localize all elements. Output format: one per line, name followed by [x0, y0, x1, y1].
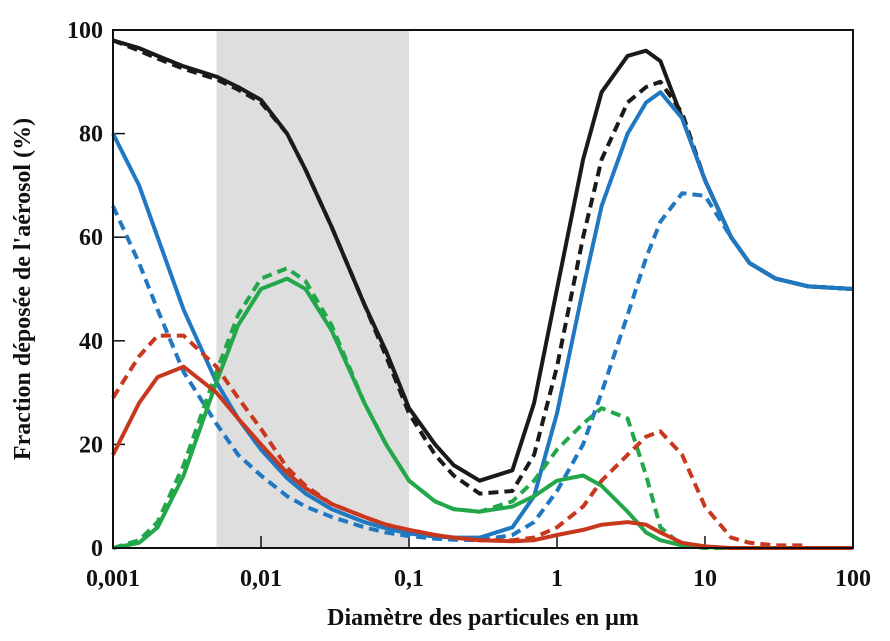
y-tick-label: 80 — [79, 122, 103, 148]
series-line — [111, 333, 809, 548]
plot-frame — [112, 29, 854, 549]
y-axis-title: Fraction déposée de l'aérosol (%) — [10, 118, 36, 460]
series-line — [111, 191, 854, 543]
y-tick-label: 60 — [79, 225, 103, 251]
y-tick-label: 0 — [91, 536, 103, 562]
x-tick-label: 10 — [693, 566, 717, 592]
x-axis-title: Diamètre des particules en μm — [327, 605, 639, 631]
x-tick-label: 0,01 — [240, 566, 282, 592]
shaded-region — [216, 30, 409, 548]
y-tick-label: 20 — [79, 432, 103, 458]
x-tick-label: 100 — [835, 566, 871, 592]
x-tick-label: 0,001 — [86, 566, 140, 592]
y-tick-label: 40 — [79, 329, 103, 355]
x-tick-label: 1 — [551, 566, 563, 592]
y-tick-label: 100 — [67, 18, 103, 44]
x-tick-label: 0,1 — [394, 566, 424, 592]
